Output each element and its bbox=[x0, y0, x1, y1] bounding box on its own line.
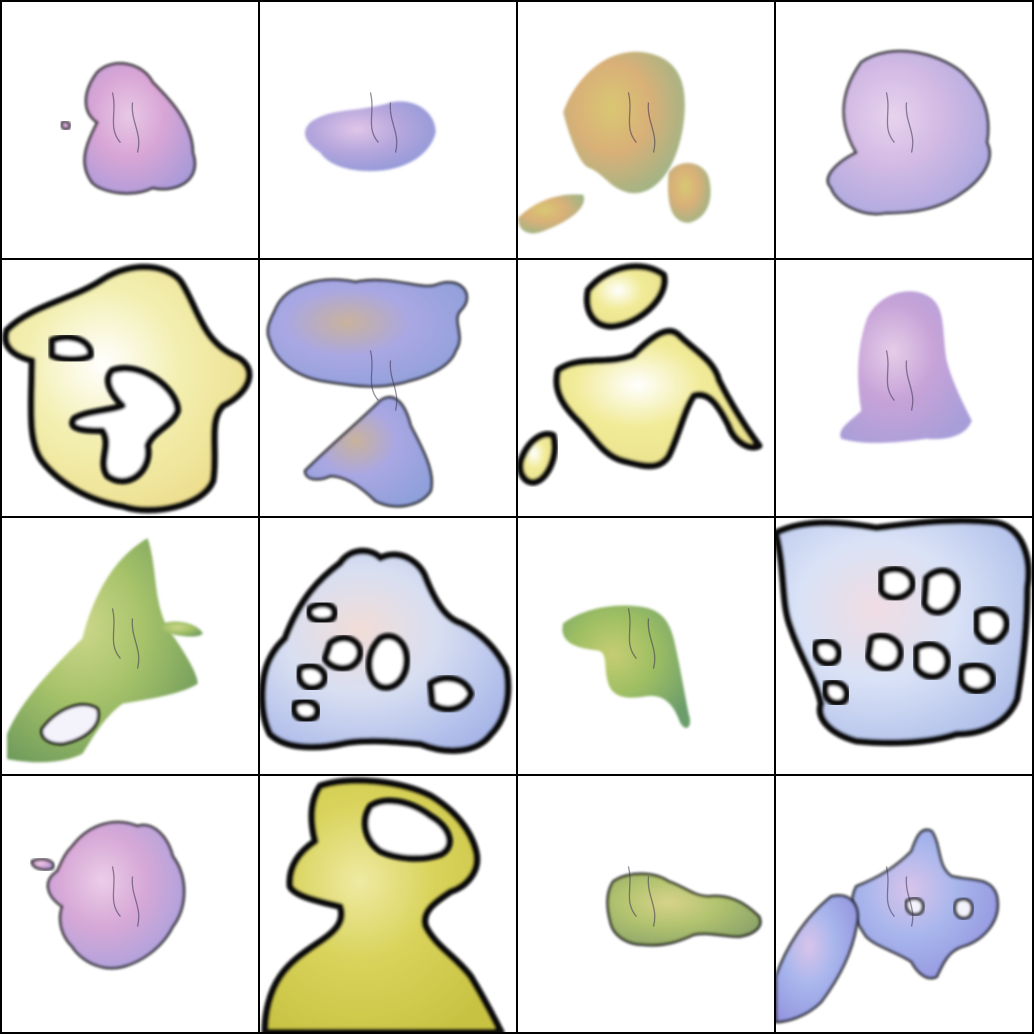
blue-purple-blobs-image bbox=[266, 278, 468, 508]
blob-shape bbox=[46, 821, 186, 970]
blob-hole bbox=[321, 634, 364, 672]
blob-hole bbox=[69, 365, 182, 485]
grid-tile-r3c3 bbox=[518, 518, 774, 774]
blob-fragment bbox=[776, 894, 859, 1024]
texture-crack bbox=[627, 866, 656, 927]
lavender-blob-image bbox=[826, 50, 991, 216]
blob-hole bbox=[973, 605, 1010, 645]
texture-crack bbox=[111, 92, 140, 153]
grid-tile-r4c4 bbox=[776, 776, 1032, 1032]
grid-tile-r2c3 bbox=[518, 260, 774, 516]
grid-tile-r1c4 bbox=[776, 2, 1032, 258]
blob-fragment bbox=[667, 162, 711, 223]
pale-blue-outlined-large-blob-image bbox=[776, 518, 1032, 747]
blob-hole bbox=[290, 697, 321, 724]
blob-hole bbox=[295, 662, 328, 692]
blob-hole bbox=[365, 633, 411, 691]
texture-crack bbox=[111, 866, 140, 927]
grid-tile-r1c3 bbox=[518, 2, 774, 258]
blob-fragment bbox=[60, 120, 71, 131]
blob-shape bbox=[562, 605, 691, 728]
grid-tile-r2c4 bbox=[776, 260, 1032, 516]
blob-shape bbox=[826, 50, 991, 216]
blob-fragment bbox=[160, 621, 203, 637]
grid-tile-r1c1 bbox=[2, 2, 258, 258]
grid-tile-r1c2 bbox=[260, 2, 516, 258]
purple-blue-blob-image bbox=[304, 92, 436, 172]
green-small-blob-image bbox=[562, 605, 691, 728]
grid-tile-r2c2 bbox=[260, 260, 516, 516]
pink-purple-blob-image bbox=[60, 62, 196, 195]
green-blob-image bbox=[7, 538, 203, 763]
blob-hole bbox=[48, 333, 94, 363]
pink-purple-blob-image bbox=[30, 821, 186, 970]
blob-hole bbox=[40, 703, 100, 746]
yellow-outlined-blobs-image bbox=[518, 263, 763, 486]
blob-fragment bbox=[30, 858, 55, 871]
grid-tile-r2c1 bbox=[2, 260, 258, 516]
blob-fragment bbox=[518, 194, 585, 234]
texture-crack bbox=[111, 608, 140, 669]
texture-crack bbox=[885, 350, 914, 411]
blob-hole bbox=[921, 567, 961, 616]
blob-hole bbox=[904, 897, 925, 916]
pale-blue-outlined-blob-image bbox=[260, 547, 512, 754]
blob-hole bbox=[821, 679, 851, 707]
blob-hole bbox=[361, 797, 453, 862]
blob-fragment bbox=[518, 430, 558, 486]
texture-crack bbox=[885, 866, 914, 927]
grid-tile-r3c1 bbox=[2, 518, 258, 774]
grid-tile-r3c2 bbox=[260, 518, 516, 774]
blob-shape bbox=[266, 278, 468, 388]
blue-purple-blob-image bbox=[776, 828, 999, 1024]
blob-shape bbox=[850, 828, 999, 980]
grid-tile-r4c3 bbox=[518, 776, 774, 1032]
blob-hole bbox=[913, 641, 951, 680]
blob-fragment bbox=[583, 263, 668, 330]
blob-hole bbox=[811, 637, 843, 667]
blob-hole bbox=[877, 565, 916, 602]
grid-tile-r3c4 bbox=[776, 518, 1032, 774]
blob-hole bbox=[958, 661, 997, 695]
blob-shape bbox=[83, 62, 196, 195]
blob-shape bbox=[304, 101, 436, 172]
blob-shape bbox=[606, 872, 762, 947]
olive-small-blob-image bbox=[606, 866, 762, 947]
violet-blob-image bbox=[840, 291, 972, 443]
texture-crack bbox=[885, 92, 914, 153]
blob-fragment bbox=[303, 396, 433, 508]
blob-hole bbox=[953, 897, 974, 920]
texture-crack bbox=[627, 92, 656, 153]
blob-hole bbox=[864, 632, 904, 672]
orange-green-blob-image bbox=[518, 51, 711, 234]
blob-shape bbox=[563, 51, 685, 194]
texture-crack bbox=[627, 608, 656, 669]
grid-tile-r4c2 bbox=[260, 776, 516, 1032]
blob-hole bbox=[427, 674, 475, 713]
blob-hole bbox=[305, 600, 338, 625]
grid-tile-r4c1 bbox=[2, 776, 258, 1032]
yellow-outlined-blob-image bbox=[2, 263, 253, 514]
yellow-large-blob-image bbox=[261, 777, 505, 1032]
blob-shape bbox=[7, 538, 198, 763]
texture-crack bbox=[369, 92, 398, 153]
texture-crack bbox=[369, 350, 398, 411]
blob-shape bbox=[553, 327, 763, 470]
